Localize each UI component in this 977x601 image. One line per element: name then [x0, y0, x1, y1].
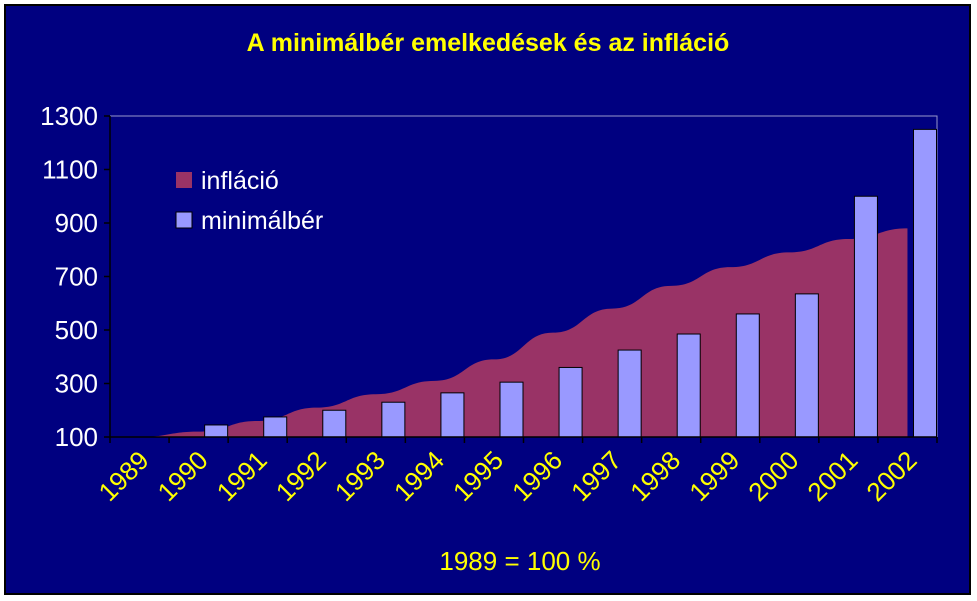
legend-label: minimálbér [201, 207, 323, 235]
x-tick-label: 1991 [211, 445, 273, 507]
x-tick-label: 1995 [447, 445, 509, 507]
x-tick-label: 1993 [329, 445, 391, 507]
minimum-wage-bar [381, 401, 406, 438]
minimum-wage-bar [263, 416, 288, 438]
minimum-wage-bar [204, 424, 229, 438]
y-tick-label: 900 [55, 208, 98, 238]
legend-swatch [176, 172, 192, 188]
x-tick-label: 1997 [565, 445, 627, 507]
base-year-note: 1989 = 100 % [439, 546, 600, 576]
y-tick-label: 100 [55, 422, 98, 452]
x-tick-label: 1994 [388, 445, 450, 507]
x-tick-label: 1999 [683, 445, 745, 507]
minimum-wage-bar [794, 293, 819, 438]
legend: infláció minimálbér [175, 167, 323, 235]
y-tick-label: 700 [55, 262, 98, 292]
y-tick-label: 500 [55, 315, 98, 345]
minimum-wage-bar [440, 392, 465, 438]
legend-swatch [175, 211, 193, 229]
x-tick-label: 1989 [93, 445, 155, 507]
x-tick-label: 2000 [742, 445, 804, 507]
x-tick-label: 1996 [506, 445, 568, 507]
y-tick-label: 300 [55, 369, 98, 399]
minimum-wage-bar [558, 366, 583, 438]
x-tick-label: 1992 [270, 445, 332, 507]
x-tick-label: 1990 [152, 445, 214, 507]
minimum-wage-bar [322, 409, 347, 438]
y-tick-label: 1300 [40, 101, 98, 131]
plot-area [110, 115, 938, 438]
minimum-wage-bar [735, 313, 760, 438]
minimum-wage-bar [676, 333, 701, 438]
x-tick-label: 2002 [860, 445, 922, 507]
minimum-wage-bar [617, 349, 642, 438]
inflation-area [139, 228, 908, 437]
chart-title: A minimálbér emelkedések és az infláció [247, 29, 730, 57]
x-tick-label: 2001 [801, 445, 863, 507]
y-tick-label: 1100 [42, 155, 98, 185]
minimum-wage-bar [499, 381, 524, 438]
minimum-wage-bar [853, 195, 878, 438]
x-tick-label: 1998 [624, 445, 686, 507]
minimum-wage-bar [913, 128, 937, 438]
legend-label: infláció [201, 167, 279, 195]
